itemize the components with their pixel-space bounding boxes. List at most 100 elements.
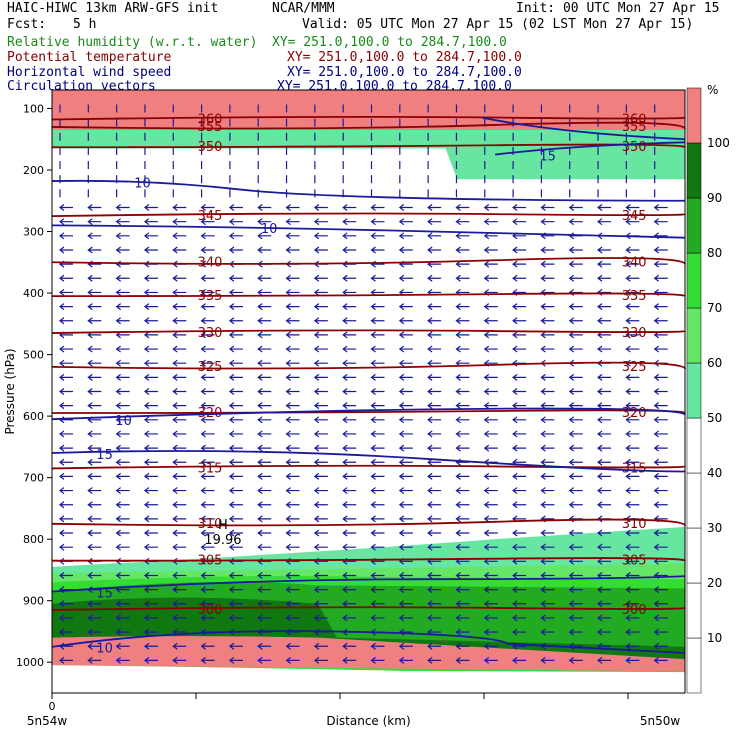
- theta-label: 305: [622, 554, 647, 569]
- theta-contour: [51, 115, 686, 121]
- vector-arrow: [512, 274, 527, 282]
- vector-arrow: [370, 543, 385, 551]
- vector-arrow: [257, 557, 272, 565]
- colorbar-swatch: [686, 417, 702, 474]
- vector-arrow: [568, 331, 583, 339]
- vector-arrow: [653, 246, 668, 254]
- vector-arrow: [625, 204, 640, 212]
- vector-arrow: [59, 218, 73, 226]
- theta-label: 340: [198, 255, 223, 270]
- vector-arrow: [370, 388, 385, 395]
- vector-arrow: [172, 388, 187, 395]
- vector-arrow: [257, 416, 272, 424]
- terrain-mask: [52, 665, 685, 693]
- vector-arrow: [285, 586, 300, 594]
- vector-arrow: [455, 472, 470, 480]
- vector-arrow: [512, 444, 527, 452]
- vector-arrow: [285, 642, 300, 650]
- vector-arrow: [370, 444, 385, 452]
- vector-arrow: [653, 416, 668, 424]
- vector-arrow: [512, 388, 527, 395]
- vector-arrow: [87, 218, 102, 226]
- vector-arrow: [257, 642, 272, 650]
- vector-arrow: [200, 204, 215, 212]
- vector-arrow: [512, 656, 527, 664]
- vector-arrow: [342, 472, 357, 480]
- vector-arrow: [483, 218, 498, 226]
- vector-arrow: [483, 501, 498, 509]
- vector-arrow: [228, 543, 243, 551]
- vector-arrow: [200, 232, 215, 240]
- vector-arrow: [597, 600, 612, 608]
- vector-arrow: [568, 345, 583, 353]
- vector-arrow: [342, 246, 357, 254]
- vector-arrow: [512, 373, 527, 381]
- vector-arrow: [653, 656, 668, 664]
- vector-arrow: [455, 317, 470, 325]
- vector-arrow: [143, 359, 158, 367]
- vector-arrow: [370, 642, 385, 650]
- vector-arrow: [285, 331, 300, 339]
- vector-arrow: [143, 444, 158, 452]
- vector-arrow: [483, 444, 498, 452]
- vector-arrow: [228, 246, 243, 254]
- colorbar-swatch: [686, 527, 702, 584]
- vector-arrow: [172, 246, 187, 254]
- vector-arrow: [568, 303, 583, 311]
- vector-arrow: [257, 388, 272, 395]
- vector-arrow: [342, 345, 357, 353]
- vector-arrow: [59, 317, 73, 325]
- vector-arrow: [200, 430, 215, 438]
- vector-arrow: [653, 628, 668, 636]
- vector-arrow: [115, 487, 130, 495]
- vector-arrow: [228, 359, 243, 367]
- vector-arrow: [597, 331, 612, 339]
- vector-arrow: [483, 586, 498, 594]
- vector-arrow: [398, 642, 413, 650]
- vector-arrow: [370, 472, 385, 480]
- vector-arrow: [172, 303, 187, 311]
- vector-arrow: [115, 317, 130, 325]
- vector-arrow: [597, 246, 612, 254]
- vector-arrow: [285, 501, 300, 509]
- vector-arrow: [143, 331, 158, 339]
- vector-arrow: [455, 430, 470, 438]
- vector-arrow: [483, 656, 498, 664]
- vector-arrow: [143, 501, 158, 509]
- vector-arrow: [59, 246, 73, 254]
- vector-arrow: [398, 402, 413, 410]
- vector-arrow: [597, 288, 612, 296]
- vector-arrow: [285, 204, 300, 212]
- vector-arrow: [59, 345, 73, 353]
- colorbar-label: 100: [707, 136, 730, 150]
- model-title: HAIC-HIWC 13km ARW-GFS init: [7, 1, 219, 16]
- vector-arrow: [427, 600, 442, 608]
- vector-arrow: [228, 402, 243, 410]
- vector-arrow: [540, 656, 555, 664]
- vector-arrow: [370, 571, 385, 579]
- vector-arrow: [87, 487, 102, 495]
- vector-arrow: [257, 373, 272, 381]
- vector-arrow: [313, 416, 328, 424]
- vector-arrow: [87, 628, 102, 636]
- vector-arrow: [228, 656, 243, 664]
- vector-arrow: [597, 586, 612, 594]
- vector-arrow: [313, 656, 328, 664]
- vector-arrow: [59, 501, 73, 509]
- vector-arrow: [143, 317, 158, 325]
- vector-arrow: [285, 614, 300, 622]
- vector-arrow: [625, 444, 640, 452]
- vector-arrow: [200, 274, 215, 282]
- vector-arrow: [427, 430, 442, 438]
- vector-arrow: [653, 430, 668, 438]
- vector-arrow: [455, 274, 470, 282]
- colorbar-label: 70: [707, 301, 722, 315]
- vector-arrow: [257, 656, 272, 664]
- vector-arrow: [115, 303, 130, 311]
- vector-arrow: [427, 232, 442, 240]
- vector-arrow: [540, 317, 555, 325]
- vector-arrow: [172, 614, 187, 622]
- vector-arrow: [653, 501, 668, 509]
- vector-arrow: [455, 614, 470, 622]
